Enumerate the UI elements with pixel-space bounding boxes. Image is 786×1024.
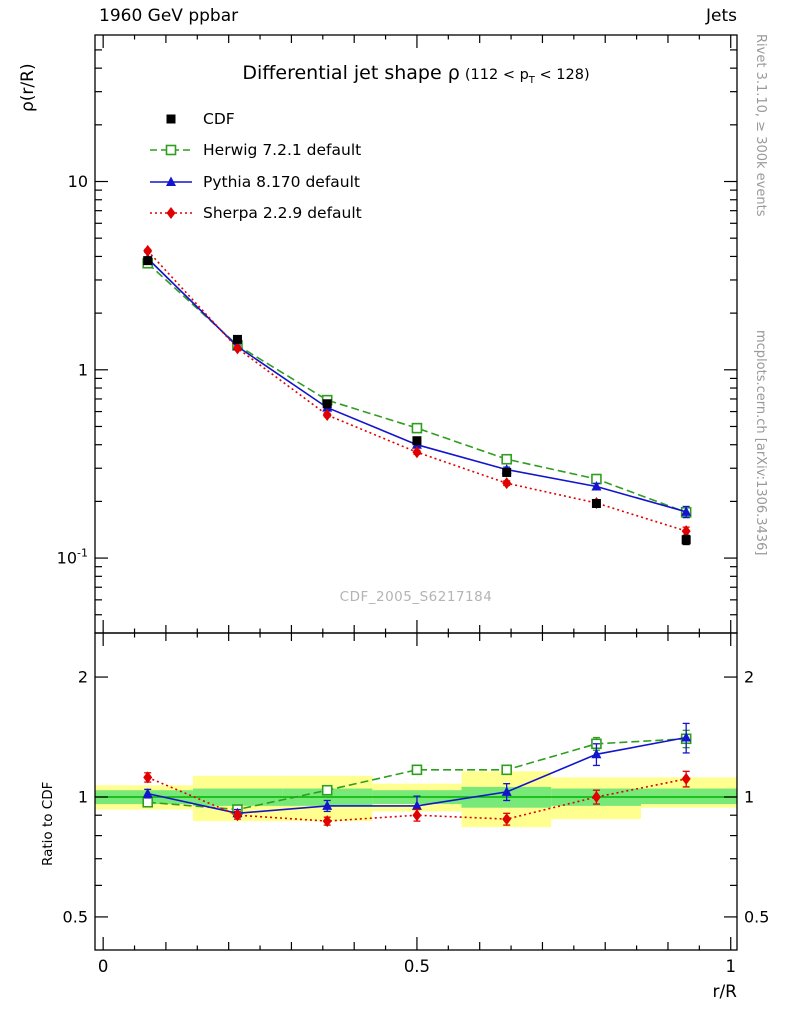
plot-title-cut: (112 < pT < 128) (464, 67, 590, 86)
marker-diamond (412, 446, 422, 459)
marker-square (412, 436, 422, 446)
marker-diamond (143, 244, 153, 257)
main-series-herwig (142, 257, 692, 518)
legend-label: CDF (203, 109, 235, 128)
tick-label: 10 (68, 172, 88, 191)
main-series-pythia (142, 253, 692, 519)
cut-sub: T (528, 74, 535, 86)
marker-diamond (143, 771, 153, 784)
tick-label: 2 (744, 668, 754, 687)
x-axis-label: r/R (712, 982, 737, 1002)
plot-title: Differential jet shape ρ (112 < pT < 128… (95, 62, 737, 86)
marker-diamond (232, 809, 242, 822)
marker-triangle (166, 176, 176, 186)
legend: CDF Herwig 7.2.1 default Pythia 8.170 defa… (148, 103, 362, 229)
marker-diamond (502, 477, 512, 490)
marker-square (502, 467, 512, 477)
marker-square-open (501, 764, 512, 776)
plot-title-text: Differential jet shape ρ (242, 62, 460, 84)
tick-label: 0.5 (63, 907, 88, 926)
marker-triangle (591, 480, 602, 491)
marker-triangle (681, 506, 692, 516)
legend-sample-triangle (150, 176, 192, 186)
tick-label: 0 (98, 957, 109, 976)
marker-diamond (412, 809, 422, 822)
marker-triangle (322, 800, 333, 810)
marker-triangle (142, 788, 153, 798)
legend-label: Pythia 8.170 default (203, 172, 360, 191)
marker-square (166, 114, 176, 124)
marker-diamond (166, 207, 176, 220)
process-label: Jets (706, 6, 737, 26)
marker-square-open (321, 784, 333, 796)
marker-square-open (165, 144, 177, 156)
rivet-version-note: Rivet 3.1.10, ≥ 300k events (753, 34, 768, 217)
marker-triangle (501, 786, 512, 796)
marker-square-open (501, 453, 512, 465)
marker-square-open (142, 796, 154, 808)
legend-item: Herwig 7.2.1 default (148, 135, 362, 167)
marker-diamond (681, 772, 691, 785)
beam-energy-label: 1960 GeV ppbar (99, 6, 239, 26)
marker-triangle (591, 748, 602, 759)
tick-label: 1 (744, 787, 754, 806)
marker-diamond (322, 815, 332, 828)
marker-diamond (681, 525, 691, 538)
marker-diamond (232, 342, 242, 355)
main-series-cdf (143, 256, 691, 546)
y-axis-label-main: ρ(r/R) (18, 63, 38, 112)
legend-item: Sherpa 2.2.9 default (148, 198, 362, 230)
legend-sample-diamond (150, 207, 192, 220)
tick-label: 0.5 (744, 907, 769, 926)
legend-item: CDF (148, 103, 362, 135)
y-axis-label-ratio: Ratio to CDF (40, 781, 56, 866)
marker-triangle (681, 732, 692, 742)
legend-label: Herwig 7.2.1 default (203, 141, 362, 160)
cut-post: < 128) (534, 67, 590, 83)
marker-diamond (502, 813, 512, 826)
tick-label: 1 (725, 957, 736, 976)
tick-label: 10-1 (57, 547, 88, 568)
marker-square (143, 256, 153, 266)
marker-square-open (411, 764, 423, 776)
marker-diamond (322, 409, 332, 422)
panel-frames (94, 34, 738, 951)
legend-item: Pythia 8.170 default (148, 166, 362, 198)
tick-label: 1 (78, 787, 88, 806)
ratio-series-sherpa (143, 770, 691, 828)
marker-square (591, 498, 601, 508)
marker-square-open (411, 422, 423, 434)
cut-pre: (112 < p (464, 67, 529, 83)
marker-triangle (411, 800, 422, 810)
analysis-id-watermark: CDF_2005_S6217184 (339, 589, 493, 605)
marker-diamond (591, 790, 601, 803)
axis-tick-labels: 10 1 10-1 2 2 1 1 0.5 0.5 0 0.5 1 (57, 172, 770, 976)
main-series-sherpa (143, 244, 691, 538)
axis-ticks (95, 35, 737, 950)
tick-label: 2 (78, 668, 88, 687)
legend-sample-square (166, 114, 176, 124)
legend-label: Sherpa 2.2.9 default (203, 204, 362, 223)
legend-sample-square-open (150, 144, 192, 156)
mcplots-reference-note: mcplots.cern.ch [arXiv:1306.3436] (753, 330, 768, 556)
marker-square (232, 334, 242, 344)
tick-label: 1 (78, 360, 88, 379)
marker-square (322, 399, 332, 409)
tick-label: 0.5 (404, 957, 430, 976)
ratio-panel-frame (94, 632, 738, 951)
marker-square (681, 535, 691, 545)
